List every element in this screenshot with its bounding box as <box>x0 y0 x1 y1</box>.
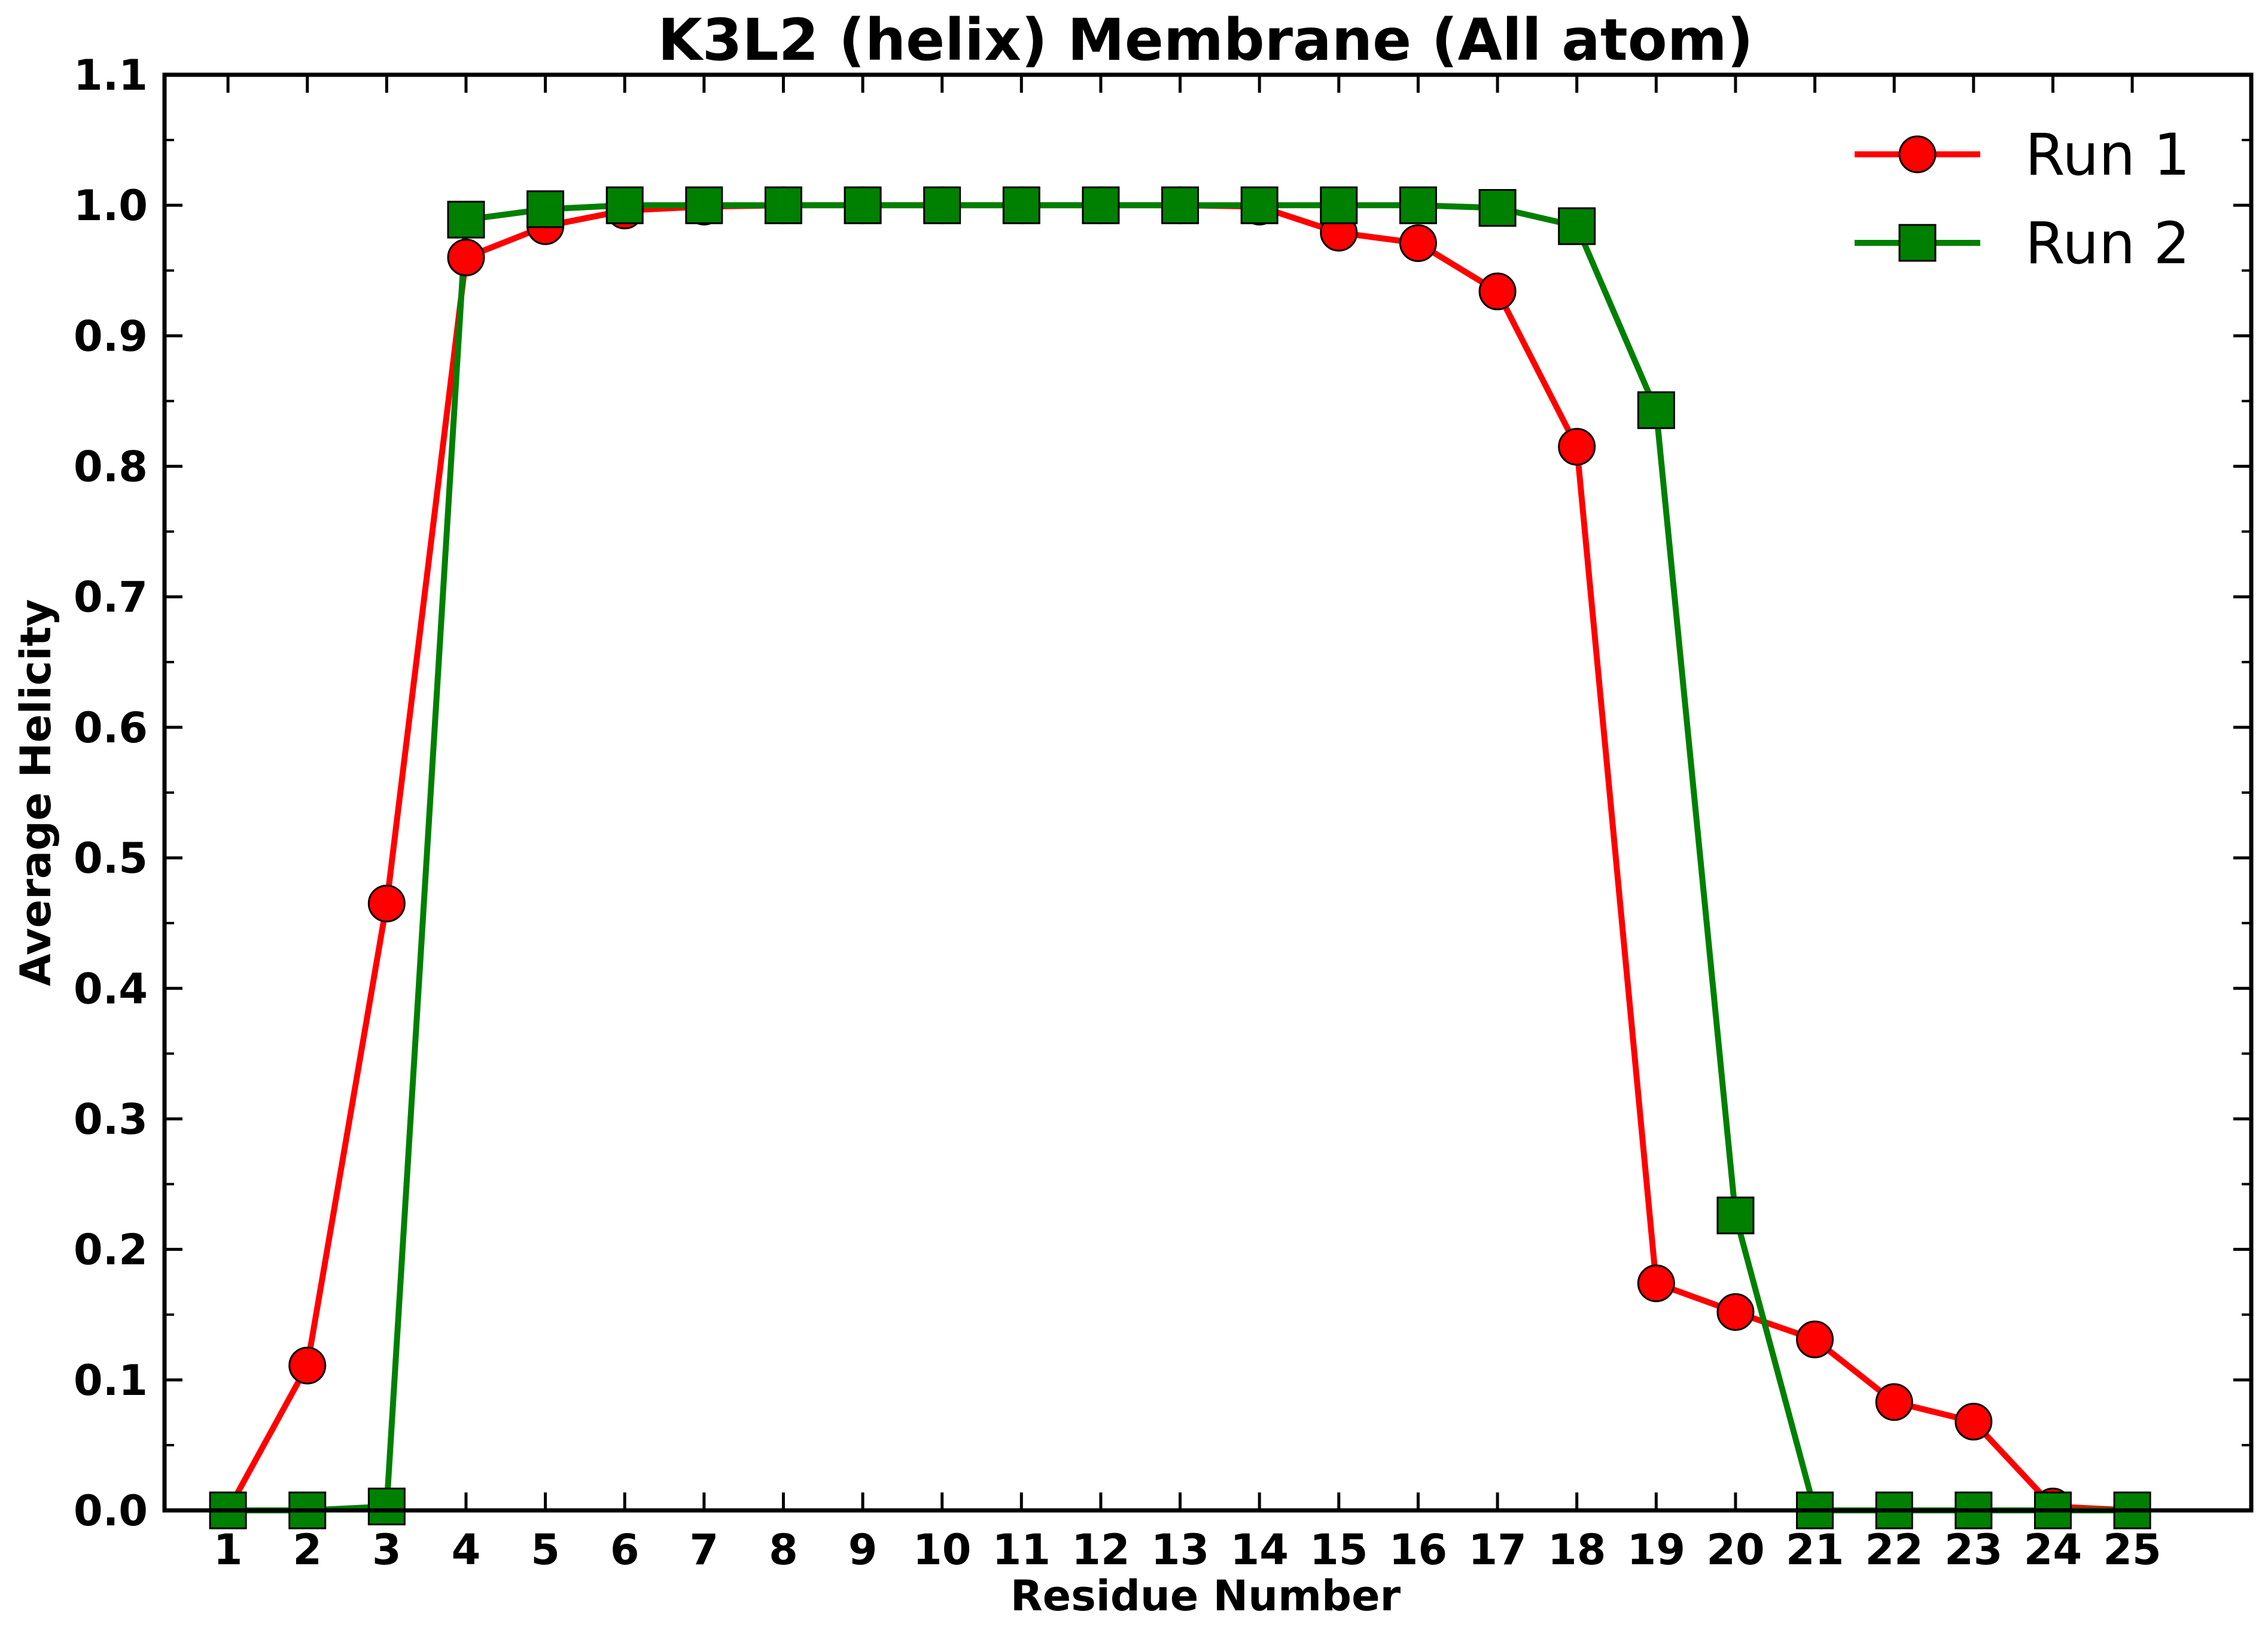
x-tick-label: 16 <box>1389 1525 1447 1574</box>
legend-label-run2: Run 2 <box>2025 210 2190 277</box>
x-tick-label: 20 <box>1706 1525 1764 1574</box>
data-point-run2 <box>1478 189 1517 227</box>
x-tick-label: 2 <box>293 1525 322 1574</box>
legend-marker-run1 <box>1898 135 1937 173</box>
data-point-run2 <box>605 186 644 224</box>
data-point-run2 <box>685 186 723 224</box>
x-tick-label: 1 <box>214 1525 243 1574</box>
plot-frame <box>162 72 2254 1513</box>
data-point-run2 <box>1637 391 1675 429</box>
legend: Run 1 Run 2 <box>1855 121 2190 277</box>
y-tick-label: 0.2 <box>74 1226 148 1275</box>
data-point-run2 <box>844 186 882 224</box>
data-point-run1 <box>1637 1264 1675 1302</box>
legend-label-run1: Run 1 <box>2025 121 2190 188</box>
x-tick-label: 14 <box>1230 1525 1288 1574</box>
y-tick-label: 0.9 <box>74 312 148 361</box>
data-point-run2 <box>1161 186 1200 224</box>
data-point-run1 <box>367 884 406 922</box>
data-point-run1 <box>288 1346 327 1385</box>
x-tick-label: 15 <box>1310 1525 1368 1574</box>
y-tick-label: 0.4 <box>74 964 148 1013</box>
x-tick-label: 6 <box>610 1525 640 1574</box>
y-tick-label: 0.7 <box>74 573 148 622</box>
data-point-run2 <box>1558 207 1596 245</box>
x-tick-label: 17 <box>1468 1525 1526 1574</box>
y-tick-label: 1.0 <box>74 181 148 230</box>
data-point-run1 <box>1875 1383 1913 1421</box>
data-point-run2 <box>1082 186 1120 224</box>
x-tick-label: 3 <box>372 1525 401 1574</box>
x-tick-label: 4 <box>452 1525 481 1574</box>
data-point-run2 <box>1002 186 1040 224</box>
x-tick-label: 9 <box>848 1525 878 1574</box>
data-point-run1 <box>1478 272 1517 310</box>
y-tick-label: 0.8 <box>74 443 148 492</box>
data-point-run2 <box>1320 186 1358 224</box>
y-tick-label: 0.6 <box>74 703 148 753</box>
axis-ticks: 1 2 3 4 5 6 7 8 9 10 11 12 13 14 15 16 17 18 19 20 21 22 23 24 2… <box>74 51 2251 1574</box>
data-point-run2 <box>1399 186 1437 224</box>
x-tick-label: 8 <box>769 1525 798 1574</box>
x-tick-label: 11 <box>993 1525 1051 1574</box>
data-point-run1 <box>1716 1293 1755 1331</box>
x-tick-label: 13 <box>1151 1525 1209 1574</box>
y-tick-label: 0.3 <box>74 1095 148 1144</box>
chart-title: K3L2 (helix) Membrane (All atom) <box>657 7 1753 74</box>
x-tick-label: 19 <box>1627 1525 1685 1574</box>
x-tick-label: 24 <box>2024 1525 2082 1574</box>
data-point-run2 <box>1240 186 1278 224</box>
x-axis-label: Residue Number <box>1010 1571 1401 1620</box>
legend-marker-run2 <box>1898 224 1937 262</box>
x-tick-label: 5 <box>531 1525 560 1574</box>
data-point-run1 <box>1399 224 1437 262</box>
x-tick-label: 10 <box>913 1525 971 1574</box>
data-point-run2 <box>447 200 485 239</box>
series-layer <box>209 186 2151 1530</box>
x-tick-label: 7 <box>689 1525 719 1574</box>
x-tick-label: 12 <box>1071 1525 1130 1574</box>
data-point-run2 <box>367 1487 406 1525</box>
x-tick-label: 18 <box>1548 1525 1606 1574</box>
y-axis-label: Average Helicity <box>11 599 60 986</box>
data-point-run1 <box>447 238 485 276</box>
data-point-run1 <box>1796 1320 1834 1358</box>
data-point-run2 <box>764 186 802 224</box>
y-tick-label: 0.1 <box>74 1356 148 1405</box>
x-tick-label: 22 <box>1865 1525 1923 1574</box>
y-tick-label: 0.5 <box>74 834 148 883</box>
x-tick-label: 23 <box>1944 1525 2002 1574</box>
data-point-run2 <box>1716 1196 1755 1235</box>
y-tick-label: 1.1 <box>74 51 148 100</box>
x-tick-label: 21 <box>1786 1525 1844 1574</box>
y-tick-label: 0.0 <box>74 1486 148 1536</box>
data-point-run2 <box>923 186 961 224</box>
series-line-run2 <box>228 202 2133 1513</box>
data-point-run1 <box>1955 1403 1993 1441</box>
x-tick-label: 25 <box>2103 1525 2161 1574</box>
data-point-run1 <box>1558 428 1596 466</box>
series-line-run1 <box>225 202 2133 1513</box>
data-point-run2 <box>526 190 565 229</box>
